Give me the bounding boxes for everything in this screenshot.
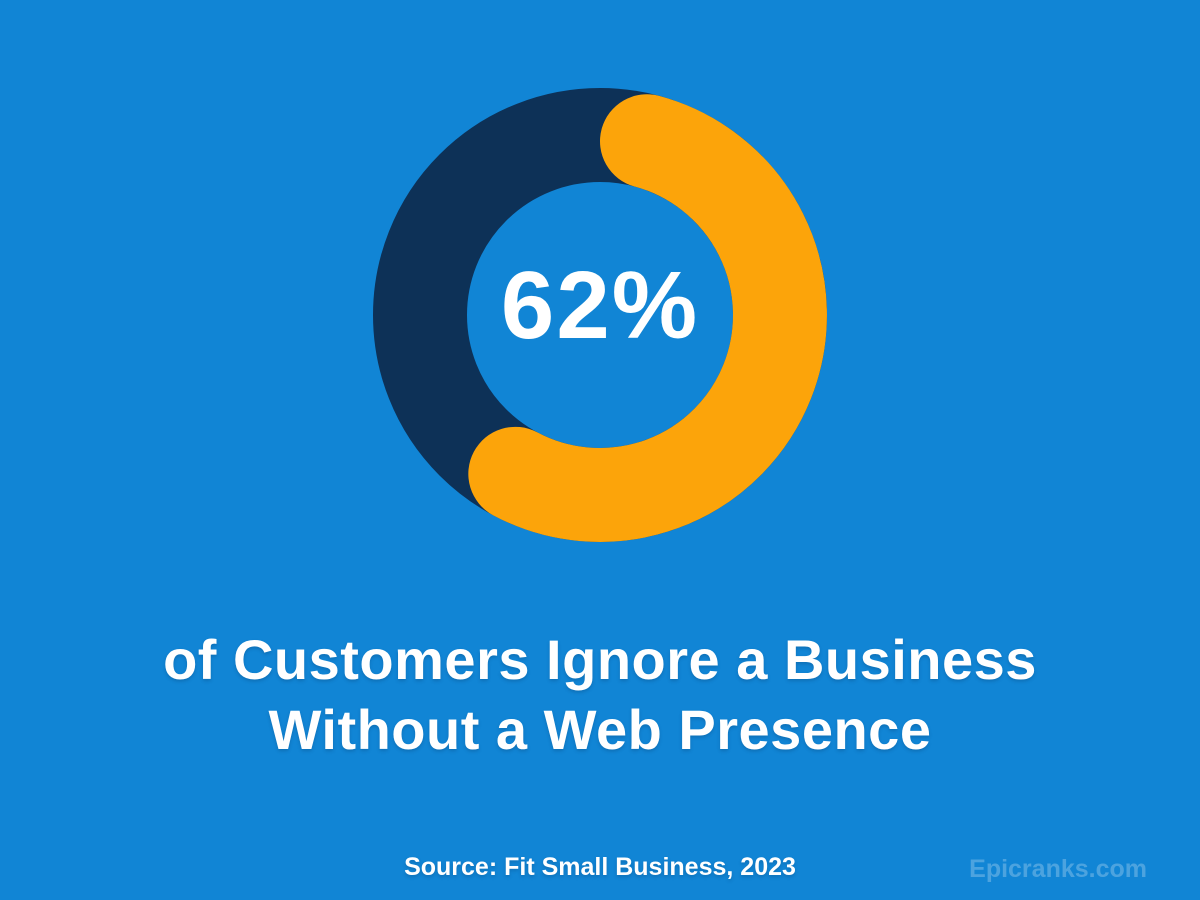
chart-title-line1: of Customers Ignore a Business	[163, 628, 1037, 691]
chart-title: of Customers Ignore a Business Without a…	[0, 625, 1200, 765]
donut-slice-main	[468, 94, 827, 542]
watermark: Epicranks.com	[969, 855, 1147, 883]
source-attribution: Source: Fit Small Business, 2023	[404, 853, 796, 881]
donut-center-percentage: 62%	[500, 252, 700, 359]
chart-title-line2: Without a Web Presence	[268, 698, 932, 761]
